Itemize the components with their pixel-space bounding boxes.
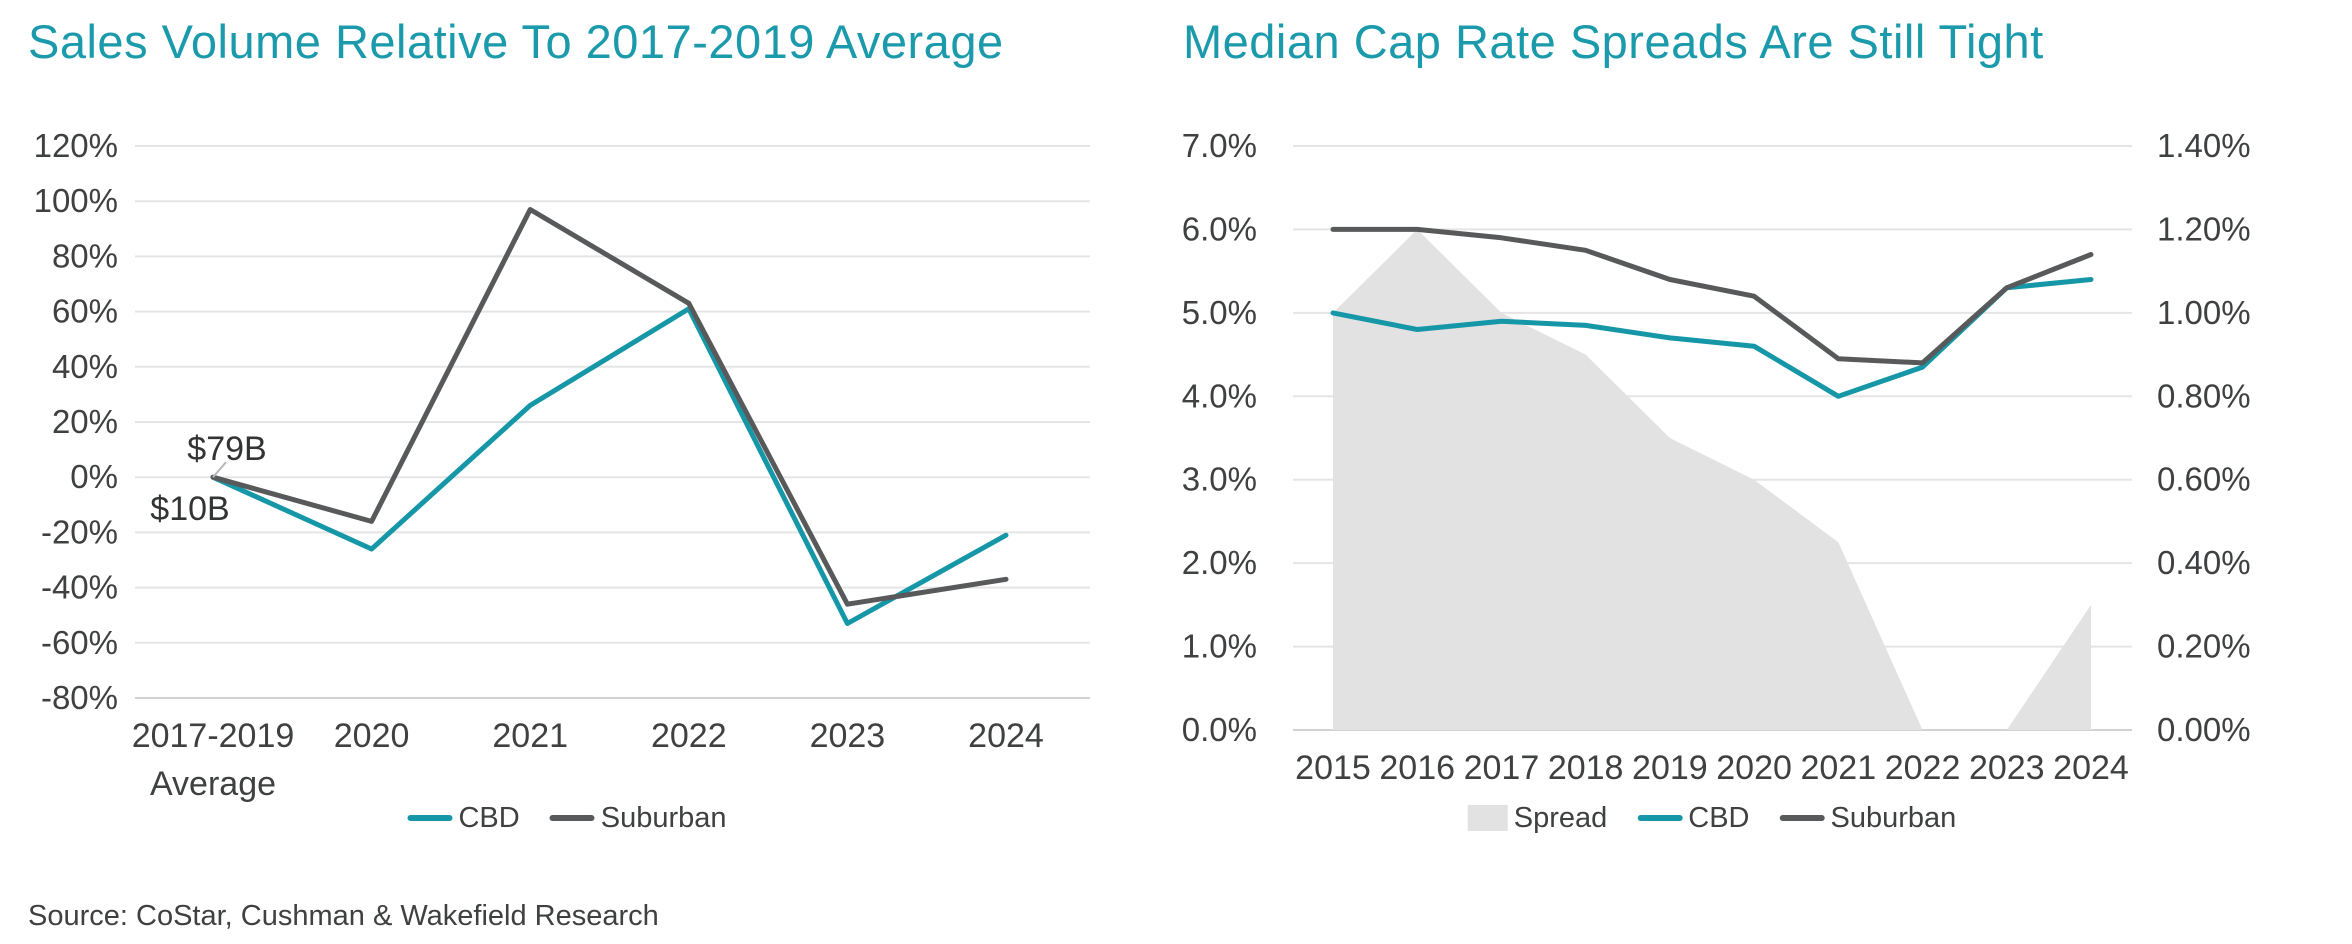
y-tick-label: 0% <box>70 458 118 495</box>
left-y-tick-label: 1.0% <box>1182 628 1257 665</box>
legend-label: Spread <box>1513 801 1608 834</box>
right-chart-legend: Spread CBD Suburban <box>1467 801 1956 835</box>
x-tick-label: 2016 <box>1379 749 1455 787</box>
y-tick-label: -80% <box>41 679 118 716</box>
suburban-legend-swatch <box>549 815 595 821</box>
x-tick-label: 2024 <box>2053 749 2129 787</box>
legend-item-suburban: Suburban <box>1779 802 1956 835</box>
y-tick-label: -40% <box>41 569 118 606</box>
x-tick-label: 2017 <box>1464 749 1540 787</box>
spread-area <box>1333 229 2091 730</box>
x-tick-label: 2021 <box>492 717 568 755</box>
right-y-tick-label: 0.80% <box>2157 377 2251 414</box>
suburban-line <box>210 207 1009 607</box>
y-tick-label: 40% <box>52 348 118 385</box>
x-tick-label: 2020 <box>1716 749 1792 787</box>
left-chart-legend: CBD Suburban <box>407 801 727 835</box>
right-y-tick-label: 0.40% <box>2157 544 2251 581</box>
y-tick-label: -60% <box>41 624 118 661</box>
x-tick-label: 2022 <box>1885 749 1961 787</box>
x-tick-label: 2021 <box>1800 749 1876 787</box>
x-tick-label: 2017-2019 <box>132 717 295 755</box>
x-tick-label: 2022 <box>651 717 727 755</box>
x-tick-label: 2024 <box>968 717 1044 755</box>
x-tick-label: 2023 <box>1969 749 2045 787</box>
y-tick-label: 80% <box>52 237 118 274</box>
spread-legend-swatch <box>1467 805 1508 831</box>
left-y-tick-label: 3.0% <box>1182 461 1257 498</box>
legend-label: CBD <box>1688 801 1750 834</box>
legend-label: Suburban <box>600 801 727 834</box>
x-tick-label: 2020 <box>334 717 410 755</box>
cbd-line <box>210 306 1009 626</box>
x-tick-label: Average <box>150 765 276 803</box>
legend-item-cbd: CBD <box>407 801 520 835</box>
x-tick-label: 2015 <box>1295 749 1371 787</box>
right-y-tick-label: 0.60% <box>2157 461 2251 498</box>
source-note: Source: CoStar, Cushman & Wakefield Rese… <box>28 900 659 932</box>
x-tick-label: 2023 <box>810 717 886 755</box>
y-tick-label: 120% <box>34 127 118 164</box>
legend-item-suburban: Suburban <box>549 801 727 835</box>
x-tick-label: 2018 <box>1548 749 1624 787</box>
left-y-tick-label: 5.0% <box>1182 294 1257 331</box>
data-annotation: $79B <box>187 430 266 468</box>
right-y-tick-label: 0.00% <box>2157 711 2251 748</box>
cbd-legend-swatch <box>407 815 453 821</box>
left-y-tick-label: 2.0% <box>1182 544 1257 581</box>
left-y-tick-label: 4.0% <box>1182 377 1257 414</box>
right-y-tick-label: 1.40% <box>2157 127 2251 164</box>
right-y-tick-label: 1.00% <box>2157 294 2251 331</box>
legend-item-cbd: CBD <box>1637 802 1749 835</box>
right-y-tick-label: 0.20% <box>2157 628 2251 665</box>
x-tick-label: 2019 <box>1632 749 1708 787</box>
data-annotation: $10B <box>150 490 229 528</box>
right-y-tick-label: 1.20% <box>2157 210 2251 247</box>
y-tick-label: 60% <box>52 293 118 330</box>
legend-label: CBD <box>458 801 520 834</box>
left-y-tick-label: 6.0% <box>1182 210 1257 247</box>
left-chart-title: Sales Volume Relative To 2017-2019 Avera… <box>28 15 1004 68</box>
right-chart-title: Median Cap Rate Spreads Are Still Tight <box>1183 15 2044 68</box>
left-y-tick-label: 0.0% <box>1182 711 1257 748</box>
legend-label: Suburban <box>1830 801 1957 834</box>
annotation-leader-line <box>212 461 227 478</box>
y-tick-label: 100% <box>34 182 118 219</box>
y-tick-label: -20% <box>41 513 118 550</box>
legend-item-spread: Spread <box>1467 801 1608 835</box>
suburban-line <box>1330 226 2094 366</box>
cbd-legend-swatch <box>1637 815 1683 821</box>
left-y-tick-label: 7.0% <box>1182 127 1257 164</box>
suburban-legend-swatch <box>1779 815 1825 821</box>
y-tick-label: 20% <box>52 403 118 440</box>
